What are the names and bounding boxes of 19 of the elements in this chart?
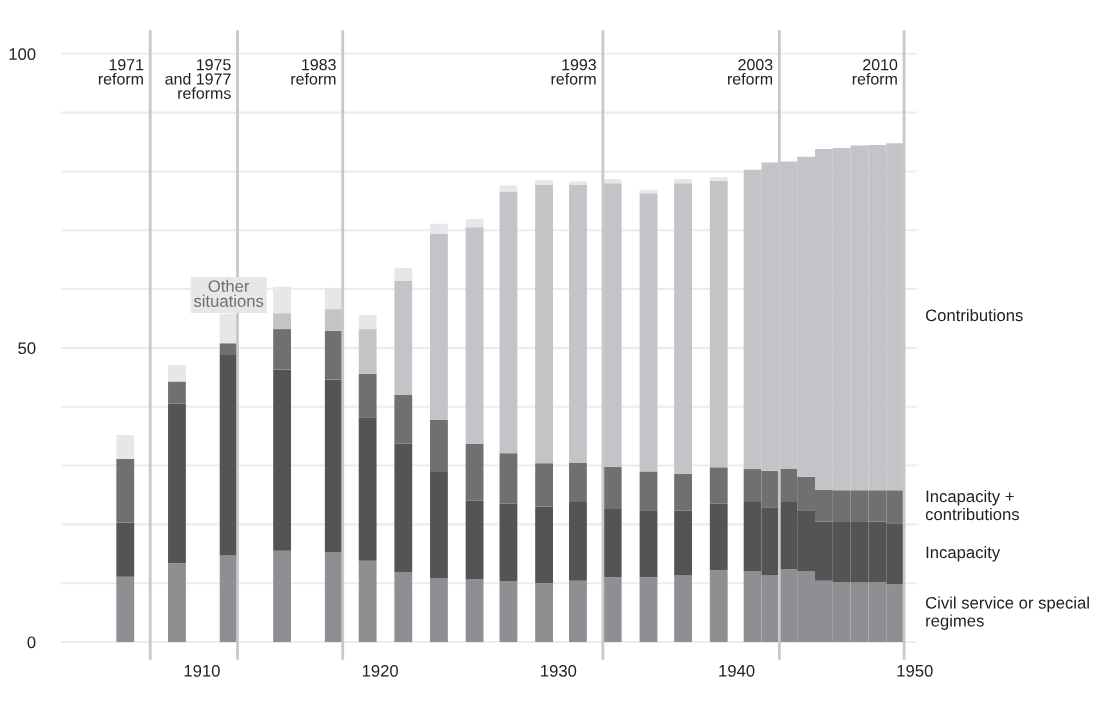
series-label: Incapacity + contributions bbox=[925, 489, 1020, 521]
x-tick-label: 1950 bbox=[897, 664, 933, 677]
x-tick-label: 1910 bbox=[184, 664, 220, 677]
series-label: Incapacity bbox=[926, 546, 1001, 562]
x-tick-label: 1940 bbox=[719, 664, 755, 677]
y-tick-label: 50 bbox=[18, 342, 36, 355]
ref-line-label: 1975 and 1977 reforms bbox=[165, 59, 231, 99]
series-label: Civil service or special regimes bbox=[925, 596, 1089, 630]
series-label: Other situations bbox=[193, 279, 264, 307]
ref-line-label: 1983 reform bbox=[291, 59, 336, 85]
series-label: Contributions bbox=[925, 308, 1023, 322]
y-tick-label: 0 bbox=[27, 636, 36, 649]
ref-line-label: 2010 reform bbox=[852, 59, 898, 85]
ref-line-label: 1993 reform bbox=[551, 59, 596, 85]
x-tick-label: 1920 bbox=[362, 664, 399, 677]
y-tick-label: 100 bbox=[9, 48, 36, 60]
ref-line-label: 2003 reform bbox=[728, 59, 773, 85]
x-tick-label: 1930 bbox=[541, 664, 577, 677]
ref-line-label: 1971 reform bbox=[98, 59, 144, 85]
